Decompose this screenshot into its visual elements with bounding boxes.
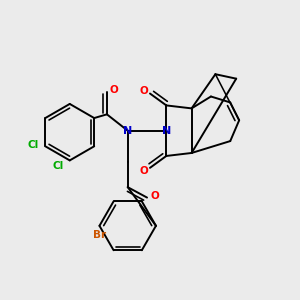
Text: N: N bbox=[123, 126, 132, 136]
Text: O: O bbox=[150, 191, 159, 201]
Text: N: N bbox=[162, 126, 171, 136]
Text: Br: Br bbox=[93, 230, 106, 240]
Text: O: O bbox=[139, 85, 148, 96]
Text: O: O bbox=[139, 167, 148, 176]
Text: Cl: Cl bbox=[28, 140, 39, 150]
Text: Cl: Cl bbox=[53, 161, 64, 171]
Text: O: O bbox=[109, 85, 118, 95]
